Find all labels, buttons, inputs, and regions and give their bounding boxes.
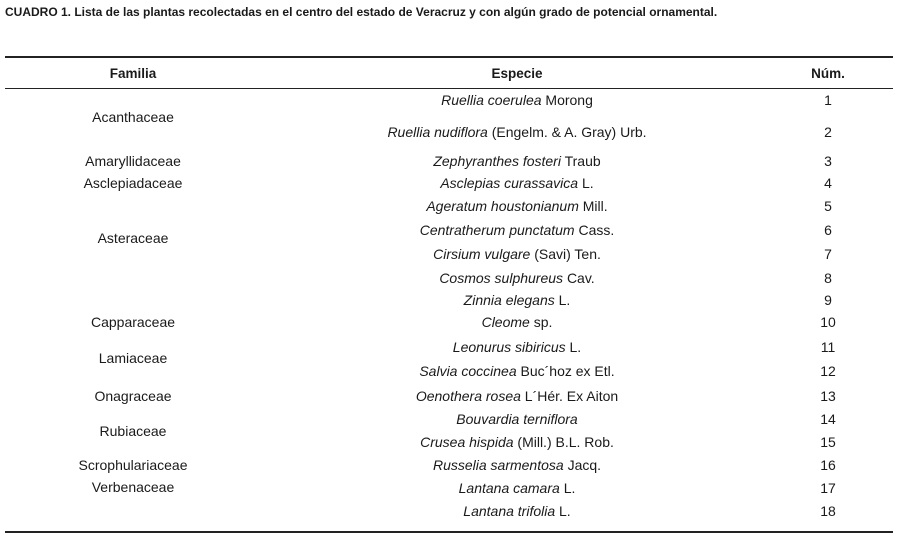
species-cell: Zephyranthes fosteri Traub [433, 153, 600, 169]
species-cell: Salvia coccinea Buc´hoz ex Etl. [419, 363, 614, 379]
species-number: 4 [824, 175, 832, 191]
family-cell: Asclepiadaceae [83, 175, 183, 191]
bottom-rule [5, 531, 893, 533]
species-cell: Bouvardia terniflora [456, 411, 577, 427]
species-name: Leonurus sibiricus [452, 339, 566, 355]
species-number: 15 [820, 434, 836, 450]
species-name: Cirsium vulgare [433, 246, 531, 262]
species-number: 3 [824, 153, 832, 169]
species-author: L´Hér. Ex Aiton [524, 388, 619, 404]
species-author: L. [569, 339, 582, 355]
species-number: 1 [824, 92, 832, 108]
species-name: Zephyranthes fosteri [433, 153, 561, 169]
species-name: Centratherum punctatum [419, 222, 575, 238]
family-cell: Capparaceae [90, 314, 176, 330]
header-rule [5, 88, 893, 89]
species-cell: Oenothera rosea L´Hér. Ex Aiton [416, 388, 618, 404]
family-cell: Amaryllidaceae [85, 153, 181, 169]
species-number: 6 [824, 222, 832, 238]
species-author: L. [581, 175, 594, 191]
species-number: 9 [824, 292, 832, 308]
species-cell: Ruellia nudiflora (Engelm. & A. Gray) Ur… [387, 124, 646, 140]
species-author: (Savi) Ten. [534, 246, 601, 262]
species-author: Mill. [582, 198, 608, 214]
species-name: Russelia sarmentosa [432, 457, 564, 473]
family-cell: Onagraceae [94, 388, 172, 404]
species-cell: Russelia sarmentosa Jacq. [433, 457, 601, 473]
species-name: Lantana trifolia [463, 503, 556, 519]
species-author: Jacq. [567, 457, 602, 473]
species-author: Cass. [578, 222, 615, 238]
species-number: 18 [820, 503, 836, 519]
species-cell: Lantana camara L. [459, 480, 576, 496]
species-name: Ruellia nudiflora [387, 124, 488, 140]
species-number: 13 [820, 388, 836, 404]
family-cell: Scrophulariaceae [78, 457, 188, 473]
species-cell: Ruellia coerulea Morong [441, 92, 593, 108]
species-number: 10 [820, 314, 836, 330]
family-cell: Rubiaceae [99, 423, 167, 439]
species-cell: Zinnia elegans L. [464, 292, 571, 308]
species-number: 11 [820, 339, 836, 355]
species-cell: Cosmos sulphureus Cav. [439, 270, 594, 286]
species-author: L. [559, 503, 571, 519]
species-name: Zinnia elegans [463, 292, 555, 308]
species-author: L. [558, 292, 571, 308]
species-cell: Centratherum punctatum Cass. [420, 222, 615, 238]
species-name: Salvia coccinea [419, 363, 517, 379]
species-number: 8 [824, 270, 832, 286]
header-num: Núm. [811, 66, 845, 81]
species-number: 5 [824, 198, 832, 214]
species-name: Crusea hispida [420, 434, 514, 450]
family-cell: Acanthaceae [92, 109, 174, 125]
header-especie: Especie [491, 66, 543, 81]
species-name: Ruellia coerulea [441, 92, 542, 108]
species-name: Bouvardia terniflora [456, 411, 578, 427]
species-number: 2 [824, 124, 832, 140]
species-name: Lantana camara [458, 480, 560, 496]
species-author: Buc´hoz ex Etl. [520, 363, 615, 379]
species-cell: Ageratum houstonianum Mill. [426, 198, 607, 214]
species-cell: Cleome sp. [482, 314, 553, 330]
family-cell: Verbenaceae [91, 479, 175, 495]
species-cell: Crusea hispida (Mill.) B.L. Rob. [420, 434, 614, 450]
species-cell: Cirsium vulgare (Savi) Ten. [433, 246, 601, 262]
species-name: Asclepias curassavica [440, 175, 579, 191]
table-caption: CUADRO 1. Lista de las plantas recolecta… [5, 5, 718, 19]
species-number: 12 [820, 363, 836, 379]
species-name: Cosmos sulphureus [439, 270, 564, 286]
species-number: 17 [820, 480, 836, 496]
species-author: (Mill.) B.L. Rob. [517, 434, 614, 450]
header-familia: Familia [109, 66, 157, 81]
species-author: sp. [533, 314, 553, 330]
species-name: Ageratum houstonianum [426, 198, 579, 214]
species-author: L. [563, 480, 576, 496]
species-cell: Asclepias curassavica L. [440, 175, 593, 191]
family-cell: Asteraceae [97, 230, 169, 246]
species-number: 7 [824, 246, 832, 262]
top-rule [5, 56, 893, 58]
species-cell: Leonurus sibiricus L. [453, 339, 581, 355]
species-author: Traub [564, 153, 601, 169]
species-number: 14 [820, 411, 836, 427]
species-cell: Lantana trifolia L. [463, 503, 570, 519]
species-name: Oenothera rosea [415, 388, 521, 404]
species-name: Cleome [481, 314, 530, 330]
species-number: 16 [820, 457, 836, 473]
species-author: (Engelm. & A. Gray) Urb. [491, 124, 647, 140]
species-author: Cav. [566, 270, 595, 286]
species-author: Morong [545, 92, 593, 108]
family-cell: Lamiaceae [98, 350, 168, 366]
